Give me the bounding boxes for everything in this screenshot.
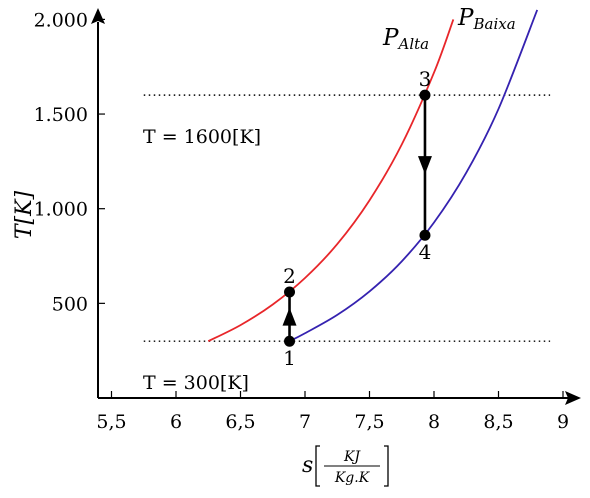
y-axis-arrow-icon [91,8,105,24]
state-point-label: 1 [283,346,296,370]
x-tick-label: 7,5 [354,411,384,433]
p-alta-curve [207,19,455,343]
state-points [284,89,431,347]
isotherm-label: T = 1600[K] [143,126,261,148]
process-lines [282,95,432,342]
x-tick-label: 9 [557,411,569,433]
y-tick-label: 1.000 [34,199,88,221]
p-baixa-curve [289,9,539,343]
state-point-1 [284,335,296,347]
right-bracket-icon [384,445,389,487]
x-unit-numerator: KJ [343,449,361,465]
x-tick-label: 8,5 [483,411,513,433]
x-tick-label: 8 [428,411,440,433]
x-axis-label: s [302,453,313,478]
pressure-curves [207,9,539,343]
state-point-2 [284,286,296,298]
y-axis-label: T[K] [12,190,37,239]
text-labels: 1 2 3 4 T = 1600[K] T = 300[K] PAlta PBaixa T[K]… [12,5,516,487]
arrow-down-icon [417,156,432,175]
isotherm-label: T = 300[K] [143,372,249,394]
x-tick-label: 7 [299,411,311,433]
state-point-label: 3 [419,67,432,91]
state-point-label: 4 [419,240,432,264]
x-unit-denominator: Kg.K [334,470,371,486]
arrow-up-icon [282,307,297,326]
x-axis-arrow-icon [565,391,581,405]
x-tick-label: 6,5 [225,411,255,433]
p-baixa-label: PBaixa [457,5,516,33]
x-tick-label: 6 [170,411,182,433]
y-tick-label: 2.000 [34,9,88,31]
axes: 5,5 6 6,5 7 7,5 8 8,5 9 500 1.000 1.500 2.000 [34,8,581,433]
y-tick-label: 1.500 [34,104,88,126]
y-tick-label: 500 [52,293,88,315]
x-tick-label: 5,5 [96,411,126,433]
state-point-4 [419,229,431,241]
p-alta-label: PAlta [382,25,429,53]
state-point-3 [419,89,431,101]
left-bracket-icon [315,445,320,487]
state-point-label: 2 [283,264,296,288]
